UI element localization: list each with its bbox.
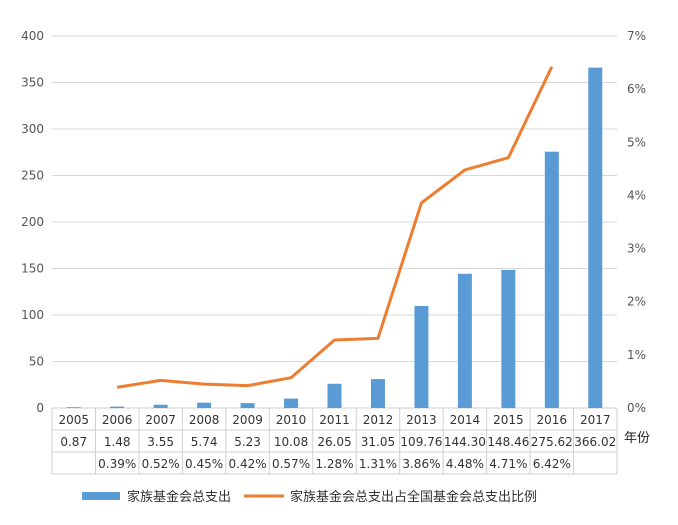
table-category-label: 2015 <box>493 413 524 427</box>
right-tick-label: 6% <box>627 82 646 96</box>
table-category-label: 2010 <box>276 413 307 427</box>
table-bar-value: 148.46 <box>487 435 529 449</box>
left-tick-label: 50 <box>29 355 44 369</box>
left-tick-label: 150 <box>21 262 44 276</box>
left-tick-label: 250 <box>21 169 44 183</box>
table-line-value: 0.57% <box>272 457 310 471</box>
table-bar-value: 0.87 <box>60 435 87 449</box>
table-line-value: 6.42% <box>533 457 571 471</box>
bar <box>501 269 516 408</box>
left-axis-ticks: 0 50 100 150 200 250 300 350 400 <box>21 29 44 415</box>
data-table: 2005 0.87 2006 1.48 0.39% 2007 3.55 0.52% 2008 5.… <box>58 413 616 471</box>
table-category-label: 2007 <box>145 413 176 427</box>
table-line-value: 0.45% <box>185 457 223 471</box>
table-bar-value: 10.08 <box>274 435 308 449</box>
left-tick-label: 200 <box>21 215 44 229</box>
table-bar-value: 275.62 <box>531 435 573 449</box>
table-bar-value: 109.76 <box>400 435 442 449</box>
table-category-label: 2016 <box>537 413 568 427</box>
table-line-value: 1.31% <box>359 457 397 471</box>
table-line-value: 0.52% <box>142 457 180 471</box>
table-line-value: 3.86% <box>402 457 440 471</box>
legend-label-line: 家族基金会总支出占全国基金会总支出比例 <box>290 489 537 505</box>
bar <box>414 305 429 408</box>
bar <box>370 379 385 408</box>
right-tick-label: 1% <box>627 348 646 362</box>
series-line <box>116 66 554 389</box>
table-line-value: 4.48% <box>446 457 484 471</box>
table-line-value: 1.28% <box>315 457 353 471</box>
bar <box>588 67 603 408</box>
bar <box>457 273 472 408</box>
left-tick-label: 300 <box>21 122 44 136</box>
table-category-label: 2017 <box>580 413 611 427</box>
bar <box>240 403 255 408</box>
gridlines <box>52 35 617 409</box>
right-tick-label: 0% <box>627 401 646 415</box>
table-bar-value: 144.30 <box>444 435 486 449</box>
legend-label-bars: 家族基金会总支出 <box>127 489 231 505</box>
left-tick-label: 100 <box>21 308 44 322</box>
table-bar-value: 1.48 <box>104 435 131 449</box>
bar <box>66 407 81 408</box>
table-category-label: 2005 <box>58 413 89 427</box>
table-category-label: 2008 <box>189 413 220 427</box>
right-tick-label: 3% <box>627 242 646 256</box>
table-bar-value: 366.02 <box>574 435 616 449</box>
table-category-label: 2011 <box>319 413 350 427</box>
bar <box>544 151 559 408</box>
table-bar-value: 5.23 <box>234 435 261 449</box>
x-axis-label: 年份 <box>624 431 650 446</box>
table-line-value: 0.42% <box>229 457 267 471</box>
data-table-lines <box>51 407 618 475</box>
table-bar-value: 3.55 <box>147 435 174 449</box>
bar <box>197 402 212 408</box>
table-category-label: 2014 <box>450 413 481 427</box>
left-tick-label: 400 <box>21 29 44 43</box>
line-series <box>116 66 554 389</box>
bar <box>327 383 342 408</box>
table-bar-value: 5.74 <box>191 435 218 449</box>
right-axis-ticks: 0% 1% 2% 3% 4% 5% 6% 7% <box>627 29 646 415</box>
right-tick-label: 2% <box>627 295 646 309</box>
table-category-label: 2006 <box>102 413 133 427</box>
legend: 家族基金会总支出 家族基金会总支出占全国基金会总支出比例 <box>82 489 537 505</box>
right-tick-label: 7% <box>627 29 646 43</box>
bar <box>153 404 168 408</box>
table-category-label: 2012 <box>363 413 394 427</box>
table-category-label: 2013 <box>406 413 437 427</box>
table-line-value: 4.71% <box>489 457 527 471</box>
table-bar-value: 31.05 <box>361 435 395 449</box>
right-tick-label: 5% <box>627 135 646 149</box>
bar <box>284 398 299 408</box>
legend-swatch-bars <box>82 492 120 500</box>
table-bar-value: 26.05 <box>317 435 351 449</box>
table-category-label: 2009 <box>232 413 263 427</box>
left-tick-label: 0 <box>36 401 44 415</box>
table-line-value: 0.39% <box>98 457 136 471</box>
right-tick-label: 4% <box>627 188 646 202</box>
bar-series <box>66 67 603 408</box>
left-tick-label: 350 <box>21 76 44 90</box>
bar <box>110 406 125 408</box>
